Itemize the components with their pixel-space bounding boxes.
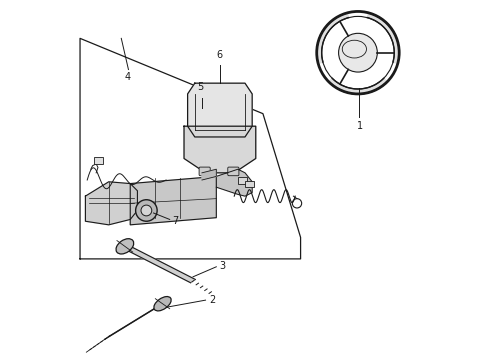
Polygon shape — [329, 78, 387, 94]
FancyBboxPatch shape — [228, 167, 239, 176]
Polygon shape — [122, 245, 196, 283]
Polygon shape — [216, 169, 252, 196]
Text: 7: 7 — [172, 216, 179, 226]
Polygon shape — [368, 13, 399, 63]
Polygon shape — [184, 126, 256, 173]
Polygon shape — [188, 83, 252, 137]
Circle shape — [141, 205, 152, 216]
Bar — [95, 157, 103, 164]
Circle shape — [136, 200, 157, 221]
Polygon shape — [317, 13, 348, 63]
FancyBboxPatch shape — [199, 167, 210, 176]
Polygon shape — [105, 302, 165, 339]
Ellipse shape — [116, 239, 134, 254]
Ellipse shape — [154, 297, 171, 311]
Text: 2: 2 — [209, 295, 216, 305]
Polygon shape — [130, 176, 216, 225]
Circle shape — [339, 33, 377, 72]
Bar — [238, 177, 247, 184]
Polygon shape — [202, 169, 216, 180]
Text: 1: 1 — [357, 121, 363, 131]
Text: 3: 3 — [219, 261, 225, 271]
Text: 5: 5 — [197, 82, 203, 92]
Text: 6: 6 — [216, 50, 222, 60]
Bar — [245, 181, 254, 187]
Polygon shape — [85, 182, 137, 225]
Text: 4: 4 — [124, 72, 130, 82]
